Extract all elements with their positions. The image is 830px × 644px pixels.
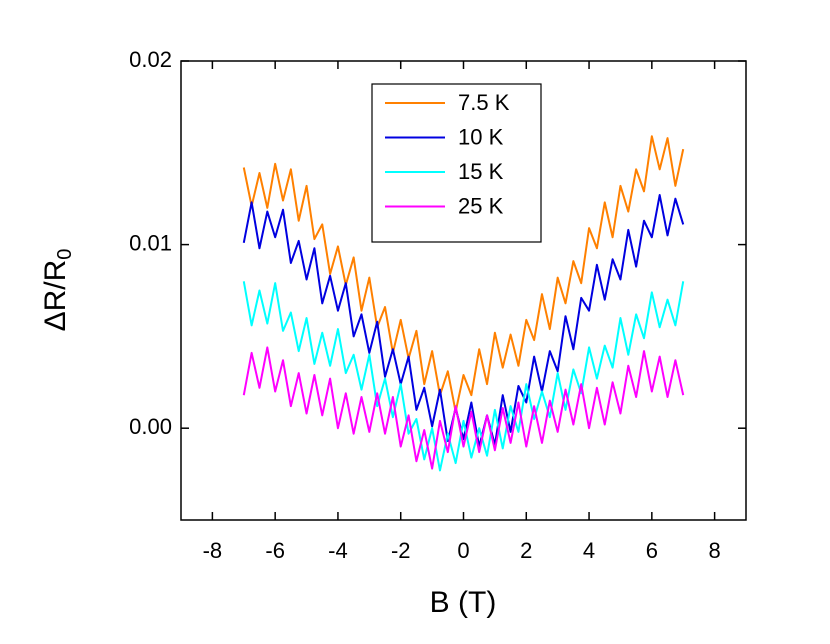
x-tick-label: 6 [646,538,658,563]
legend-label: 10 K [458,124,504,149]
y-tick-label: 0.00 [129,414,172,439]
y-tick-label: 0.02 [129,47,172,72]
axes: -8 -6 -4 -2 0 2 4 6 8 0.00 0.01 0.02 [129,47,747,563]
data-line [242,281,685,472]
x-tick-label: 4 [583,538,595,563]
data-line [242,194,685,448]
legend-label: 7.5 K [458,90,510,115]
legend: 7.5 K 10 K 15 K 25 K [371,83,542,243]
plot-lines [242,135,685,472]
x-tick-label: 8 [708,538,720,563]
legend-box [371,83,542,243]
legend-label: 25 K [458,193,504,218]
y-axis-label: ΔR/R0 [39,249,76,332]
y-axis-label-sub: 0 [54,249,76,260]
y-axis-label-main: ΔR/R [39,260,72,332]
x-tick-label: 0 [457,538,469,563]
y-tick-label: 0.01 [129,230,172,255]
legend-label: 15 K [458,159,504,184]
data-line [242,346,685,470]
data-line [242,135,685,413]
x-tick-label: 2 [520,538,532,563]
x-tick-label: -2 [391,538,411,563]
x-axis-label: B (T) [430,586,497,619]
x-tick-label: -6 [265,538,285,563]
x-tick-label: -8 [203,538,223,563]
x-tick-label: -4 [328,538,348,563]
